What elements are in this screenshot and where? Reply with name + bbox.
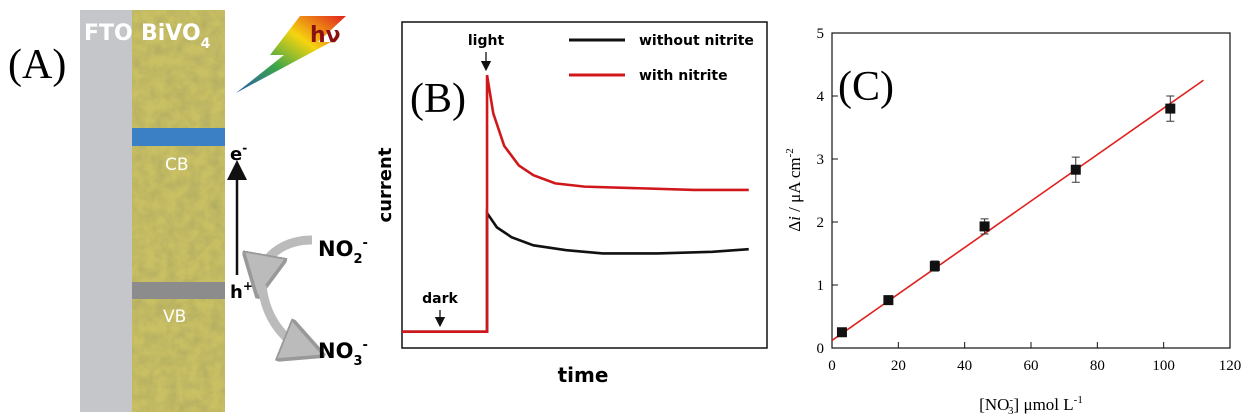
x-tick-label: 100 <box>1152 358 1175 374</box>
superscript: - <box>362 236 367 251</box>
superscript: - <box>362 338 367 353</box>
fto-layer <box>80 10 132 412</box>
reactant: NO2- <box>318 236 368 267</box>
y-tick-label: 1 <box>817 278 825 294</box>
panel-label: (B) <box>410 76 466 122</box>
data-point <box>836 327 847 338</box>
x-tick-label: 60 <box>1024 358 1039 374</box>
data-point <box>883 295 894 306</box>
x-axis-label: [NO-3] μmol L-1 <box>979 394 1083 417</box>
x-tick-label: 80 <box>1090 358 1105 374</box>
product: NO3- <box>318 338 368 369</box>
data-line <box>402 74 749 333</box>
data-point <box>929 261 940 272</box>
annotation: dark <box>422 291 458 307</box>
product: NO <box>318 339 353 363</box>
band-label: CB <box>165 155 189 175</box>
annotation: light <box>468 33 505 49</box>
legend-label: without nitrite <box>639 33 754 49</box>
reactant: NO <box>318 237 353 261</box>
electron: e- <box>230 141 247 165</box>
layer-label: BiVO <box>141 21 201 46</box>
panel-c: (C) [NO-3] μmol L-1 Δi / μA cm-2 0 20 40 60… <box>784 26 1241 417</box>
cb-band <box>132 128 225 146</box>
layer-label: FTO <box>84 21 133 46</box>
data-point <box>1070 164 1081 175</box>
x-tick-label: 40 <box>957 358 972 374</box>
band-label: VB <box>163 307 186 327</box>
data-point <box>979 221 990 232</box>
layer-label: BiVO4 <box>141 21 211 52</box>
lightning <box>236 16 346 93</box>
photon-label: hν <box>310 23 341 48</box>
x-tick-label: 0 <box>828 358 836 374</box>
subscript: 3 <box>1008 405 1014 417</box>
y-tick-label: 0 <box>817 341 825 357</box>
hole: h <box>230 282 243 303</box>
superscript: - <box>1009 394 1013 406</box>
data-point <box>1165 103 1176 114</box>
x-tick-label: 120 <box>1219 358 1242 374</box>
superscript: - <box>242 141 247 155</box>
texture <box>132 10 225 412</box>
panel-label: (A) <box>8 42 66 88</box>
vb-band <box>132 282 225 299</box>
y-axis-label: Δi / μA cm-2 <box>784 148 804 232</box>
y-tick-label: 4 <box>817 89 825 105</box>
legend-label: with nitrite <box>639 68 728 84</box>
y-axis-label: Δ <box>785 221 804 232</box>
hole: h+ <box>230 279 253 303</box>
subscript: 4 <box>201 36 211 52</box>
y-axis-label: i <box>785 216 804 221</box>
superscript: + <box>243 279 253 293</box>
subscript: 3 <box>353 354 362 369</box>
y-tick-label: 3 <box>817 152 825 168</box>
reaction-arrow <box>257 285 300 346</box>
panel-label: (C) <box>838 64 894 110</box>
y-axis-label: / μA cm <box>785 157 804 216</box>
y-axis-label: current <box>375 147 396 222</box>
electron: e <box>230 144 242 165</box>
y-tick-label: 2 <box>817 215 825 231</box>
y-tick-label: 5 <box>817 26 825 42</box>
x-tick-label: 20 <box>891 358 906 374</box>
x-axis-label: ] μmol L <box>1014 395 1074 414</box>
superscript: -2 <box>784 148 796 157</box>
plot-frame <box>401 21 768 349</box>
fit-line <box>831 79 1204 342</box>
data-line <box>402 208 749 333</box>
superscript: -1 <box>1074 394 1083 406</box>
panel-b: (B) time current light dark without nitr… <box>375 21 768 387</box>
x-axis-label: time <box>558 363 609 387</box>
panel-a: (A) FTO BiVO4 CB VB hν e- h+ NO2- NO3- <box>8 10 368 412</box>
x-axis-label: [NO <box>979 395 1009 414</box>
reaction-arrow <box>262 235 313 272</box>
subscript: 2 <box>353 252 362 267</box>
